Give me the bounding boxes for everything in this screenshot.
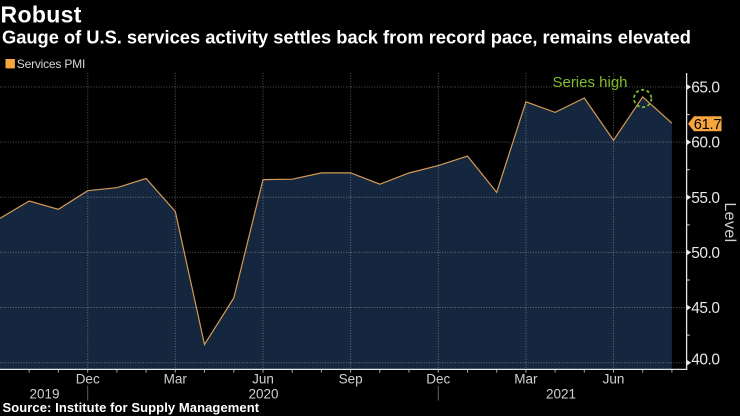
svg-text:Jun: Jun [603,371,625,386]
svg-text:2021: 2021 [546,387,576,402]
svg-text:45.0: 45.0 [691,300,720,317]
svg-text:Gauge of U.S. services activit: Gauge of U.S. services activity settles … [2,27,691,48]
svg-text:60.0: 60.0 [691,135,720,152]
svg-text:Jun: Jun [252,371,274,386]
svg-text:Mar: Mar [514,371,538,386]
svg-text:Series high: Series high [552,74,627,91]
svg-text:55.0: 55.0 [691,190,720,207]
svg-text:Sep: Sep [339,371,363,386]
svg-text:Services PMI: Services PMI [17,57,85,71]
svg-text:Source: Institute for Supply M: Source: Institute for Supply Management [3,400,260,415]
svg-text:2020: 2020 [248,387,278,402]
svg-text:Level: Level [721,202,738,242]
svg-text:Dec: Dec [76,371,100,386]
svg-text:Robust: Robust [1,2,82,28]
svg-text:2019: 2019 [29,387,59,402]
svg-text:50.0: 50.0 [691,245,720,262]
svg-text:40.0: 40.0 [691,352,720,369]
svg-text:Dec: Dec [426,371,450,386]
svg-text:Mar: Mar [164,371,188,386]
svg-text:65.0: 65.0 [691,80,720,97]
svg-text:61.7: 61.7 [694,117,722,133]
